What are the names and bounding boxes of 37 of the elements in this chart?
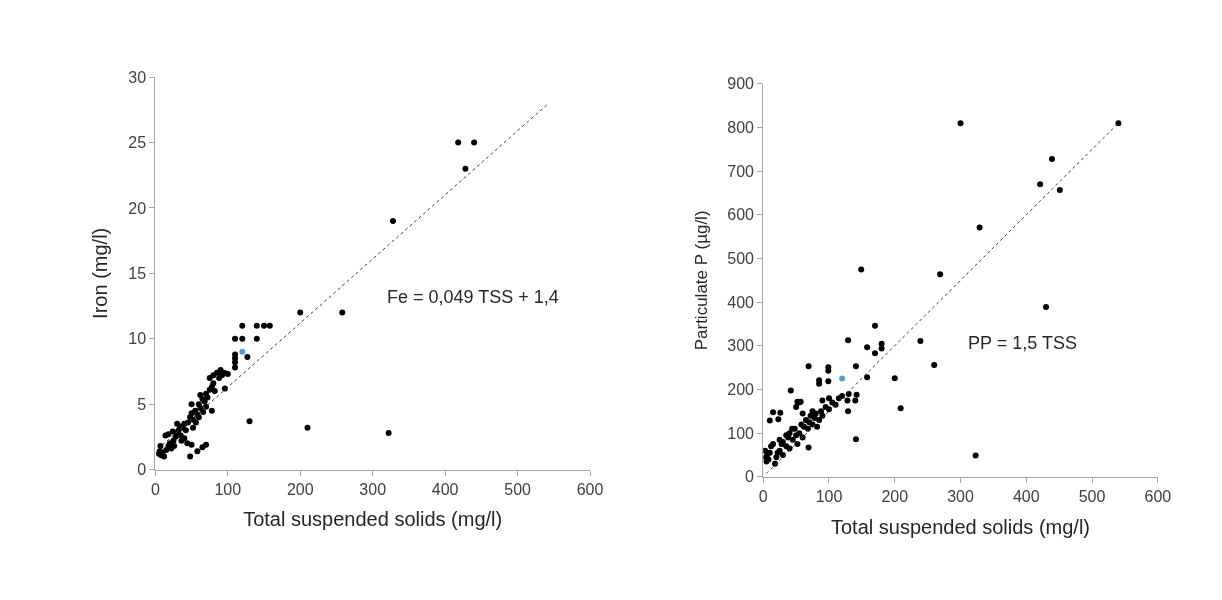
y-tick-label: 25 bbox=[128, 134, 147, 152]
annotation: PP = 1,5 TSS bbox=[968, 333, 1077, 353]
x-tick-label: 200 bbox=[881, 488, 909, 506]
x-tick-label: 200 bbox=[286, 480, 314, 498]
y-tick-label: 300 bbox=[727, 337, 755, 355]
y-tick-label: 800 bbox=[727, 119, 755, 137]
x-tick-label: 600 bbox=[1144, 488, 1172, 506]
y-tick-label: 500 bbox=[727, 250, 755, 268]
x-tick-label: 500 bbox=[504, 480, 532, 498]
x-tick-label: 0 bbox=[758, 488, 768, 506]
x-tick-label: 500 bbox=[1078, 488, 1106, 506]
x-tick-label: 300 bbox=[359, 480, 387, 498]
y-tick-label: 30 bbox=[128, 68, 147, 86]
y-tick-label: 0 bbox=[137, 461, 147, 479]
x-tick-label: 600 bbox=[576, 480, 604, 498]
y-tick-label: 5 bbox=[137, 395, 147, 413]
y-tick-label: 0 bbox=[745, 468, 755, 486]
x-tick-label: 300 bbox=[947, 488, 974, 506]
y-tick-label: 10 bbox=[128, 330, 147, 348]
x-tick-label: 100 bbox=[815, 488, 843, 506]
y-axis-title: Iron (mg/l) bbox=[88, 227, 111, 319]
y-tick-label: 400 bbox=[727, 293, 755, 311]
y-axis-title: Particulate P (µg/l) bbox=[691, 210, 711, 351]
y-tick-label: 600 bbox=[727, 206, 755, 224]
y-tick-label: 15 bbox=[128, 264, 147, 282]
x-tick-label: 0 bbox=[150, 480, 160, 498]
x-tick-label: 100 bbox=[214, 480, 242, 498]
y-tick-label: 700 bbox=[727, 162, 755, 180]
y-tick-label: 200 bbox=[727, 381, 755, 399]
annotation: Fe = 0,049 TSS + 1,4 bbox=[387, 287, 559, 307]
x-tick-label: 400 bbox=[1012, 488, 1040, 506]
x-axis-title: Total suspended solids (mg/l) bbox=[243, 508, 503, 531]
x-tick-label: 400 bbox=[431, 480, 459, 498]
y-tick-label: 20 bbox=[128, 199, 147, 217]
x-axis-title: Total suspended solids (mg/l) bbox=[831, 515, 1091, 538]
y-tick-label: 100 bbox=[727, 424, 755, 442]
y-tick-label: 900 bbox=[727, 75, 755, 93]
